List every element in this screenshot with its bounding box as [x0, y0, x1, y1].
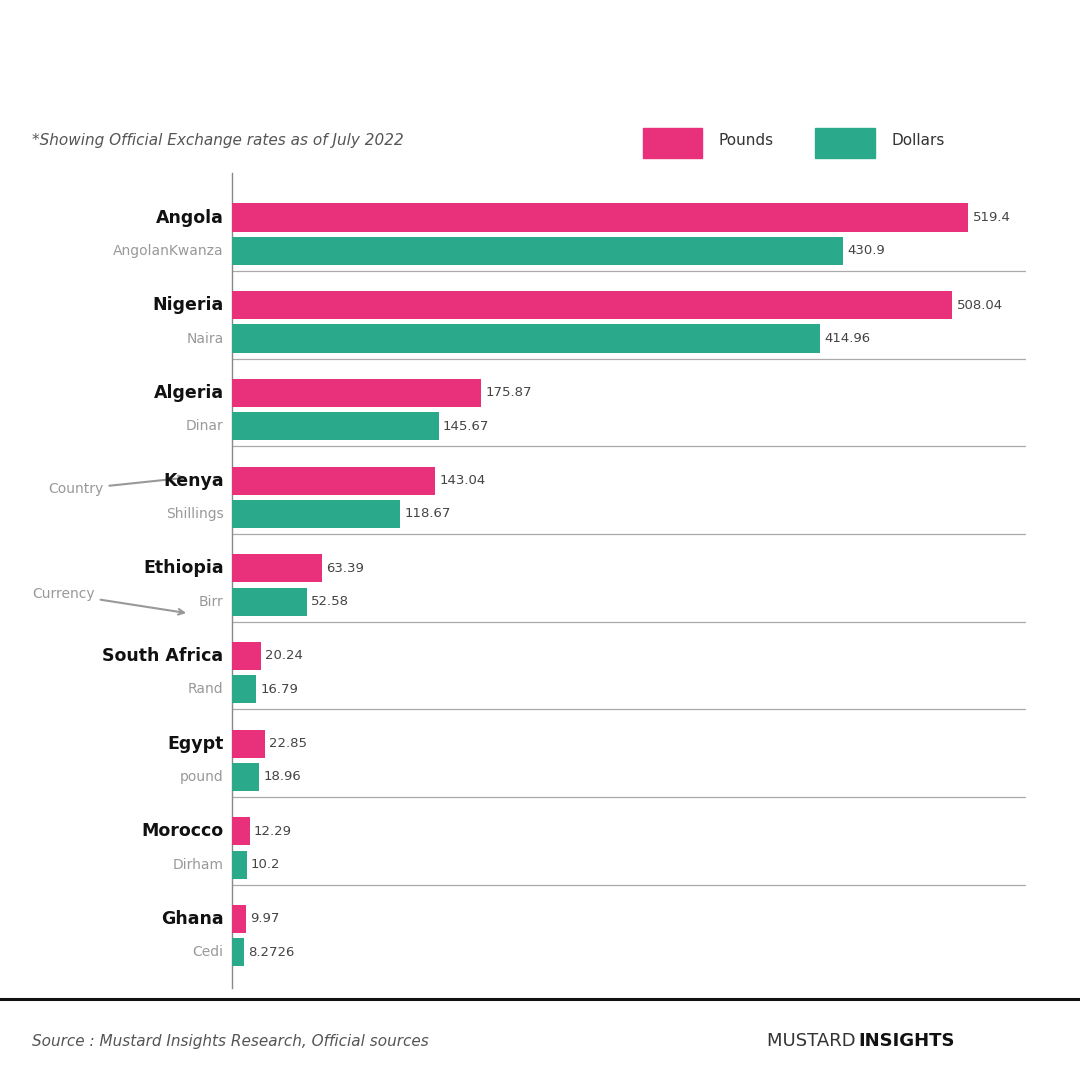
Bar — [232, 379, 482, 407]
Text: Ethiopia: Ethiopia — [143, 559, 224, 577]
Text: 52.58: 52.58 — [311, 595, 349, 608]
Text: 118.67: 118.67 — [405, 508, 451, 521]
Bar — [232, 292, 953, 320]
Text: 508.04: 508.04 — [957, 299, 1002, 312]
Text: 8.2726: 8.2726 — [248, 946, 295, 959]
Text: Shillings: Shillings — [166, 507, 224, 521]
Text: South Africa: South Africa — [103, 647, 224, 665]
Bar — [232, 818, 249, 846]
Text: Ghana: Ghana — [161, 910, 224, 928]
Text: pound: pound — [179, 770, 224, 784]
Text: 430.9: 430.9 — [847, 244, 885, 257]
Bar — [232, 500, 401, 528]
Text: EXCHANGE RATES IN LEADING AFRICAN COUNTRIES: EXCHANGE RATES IN LEADING AFRICAN COUNTR… — [0, 37, 1080, 77]
Text: Algeria: Algeria — [153, 383, 224, 402]
Bar — [232, 642, 261, 670]
Text: *Showing Official Exchange rates as of July 2022: *Showing Official Exchange rates as of J… — [32, 133, 404, 148]
Text: Pounds: Pounds — [718, 133, 773, 148]
Bar — [232, 324, 821, 352]
Bar — [232, 905, 246, 933]
Text: 175.87: 175.87 — [486, 387, 532, 400]
Text: Cedi: Cedi — [192, 945, 224, 959]
Text: 9.97: 9.97 — [251, 913, 280, 926]
Bar — [232, 762, 259, 791]
Text: 519.4: 519.4 — [973, 211, 1011, 224]
Text: Source : Mustard Insights Research, Official sources: Source : Mustard Insights Research, Offi… — [32, 1034, 429, 1049]
Text: Currency: Currency — [32, 588, 184, 615]
Text: 10.2: 10.2 — [251, 859, 281, 872]
Text: 414.96: 414.96 — [825, 332, 870, 345]
Text: Nigeria: Nigeria — [152, 296, 224, 314]
Bar — [643, 129, 702, 158]
Text: Angola: Angola — [156, 208, 224, 227]
Text: Kenya: Kenya — [163, 472, 224, 489]
Text: 18.96: 18.96 — [264, 770, 301, 783]
Bar — [232, 588, 307, 616]
Bar — [232, 675, 256, 703]
Text: Rand: Rand — [188, 683, 224, 697]
Text: MUSTARD: MUSTARD — [767, 1032, 861, 1051]
Bar — [232, 554, 322, 582]
Bar — [232, 237, 843, 265]
Text: 20.24: 20.24 — [266, 649, 303, 662]
Text: Dollars: Dollars — [891, 133, 944, 148]
Text: 145.67: 145.67 — [443, 420, 489, 433]
Text: 22.85: 22.85 — [269, 737, 307, 751]
Bar — [232, 851, 246, 879]
Text: Egypt: Egypt — [167, 734, 224, 753]
Bar — [232, 730, 265, 757]
Bar — [232, 413, 438, 441]
Text: 16.79: 16.79 — [260, 683, 298, 696]
Bar — [232, 467, 435, 495]
Text: Birr: Birr — [199, 595, 224, 608]
Text: 63.39: 63.39 — [326, 562, 364, 575]
Text: Dirham: Dirham — [173, 858, 224, 872]
Text: Morocco: Morocco — [141, 822, 224, 840]
Text: Country: Country — [49, 475, 184, 496]
Text: AngolanKwanza: AngolanKwanza — [113, 244, 224, 258]
Bar — [232, 939, 244, 967]
Text: INSIGHTS: INSIGHTS — [859, 1032, 955, 1051]
Text: 12.29: 12.29 — [254, 825, 292, 838]
Bar — [815, 129, 875, 158]
Bar — [232, 203, 969, 231]
Text: Naira: Naira — [187, 332, 224, 346]
Text: Dinar: Dinar — [186, 419, 224, 433]
Text: 143.04: 143.04 — [440, 474, 486, 487]
